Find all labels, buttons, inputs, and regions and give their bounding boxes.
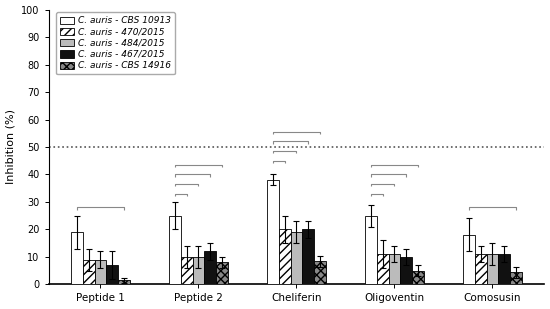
- Bar: [267, 180, 279, 284]
- Bar: [71, 232, 83, 284]
- Bar: [412, 271, 424, 284]
- Bar: [279, 230, 290, 284]
- Bar: [302, 230, 314, 284]
- Bar: [205, 252, 216, 284]
- Bar: [377, 254, 389, 284]
- Bar: [510, 272, 522, 284]
- Y-axis label: Inhibition (%): Inhibition (%): [6, 109, 15, 184]
- Bar: [181, 257, 192, 284]
- Bar: [118, 280, 130, 284]
- Bar: [365, 216, 377, 284]
- Bar: [192, 257, 205, 284]
- Bar: [169, 216, 181, 284]
- Bar: [463, 235, 475, 284]
- Bar: [290, 232, 303, 284]
- Bar: [83, 260, 95, 284]
- Bar: [106, 265, 118, 284]
- Bar: [314, 261, 326, 284]
- Bar: [475, 254, 487, 284]
- Legend: C. auris - CBS 10913, C. auris - 470/2015, C. auris - 484/2015, C. auris - 467/2: C. auris - CBS 10913, C. auris - 470/201…: [56, 12, 175, 74]
- Bar: [216, 262, 228, 284]
- Bar: [487, 254, 498, 284]
- Bar: [389, 254, 400, 284]
- Bar: [498, 254, 510, 284]
- Bar: [95, 260, 106, 284]
- Bar: [400, 257, 412, 284]
